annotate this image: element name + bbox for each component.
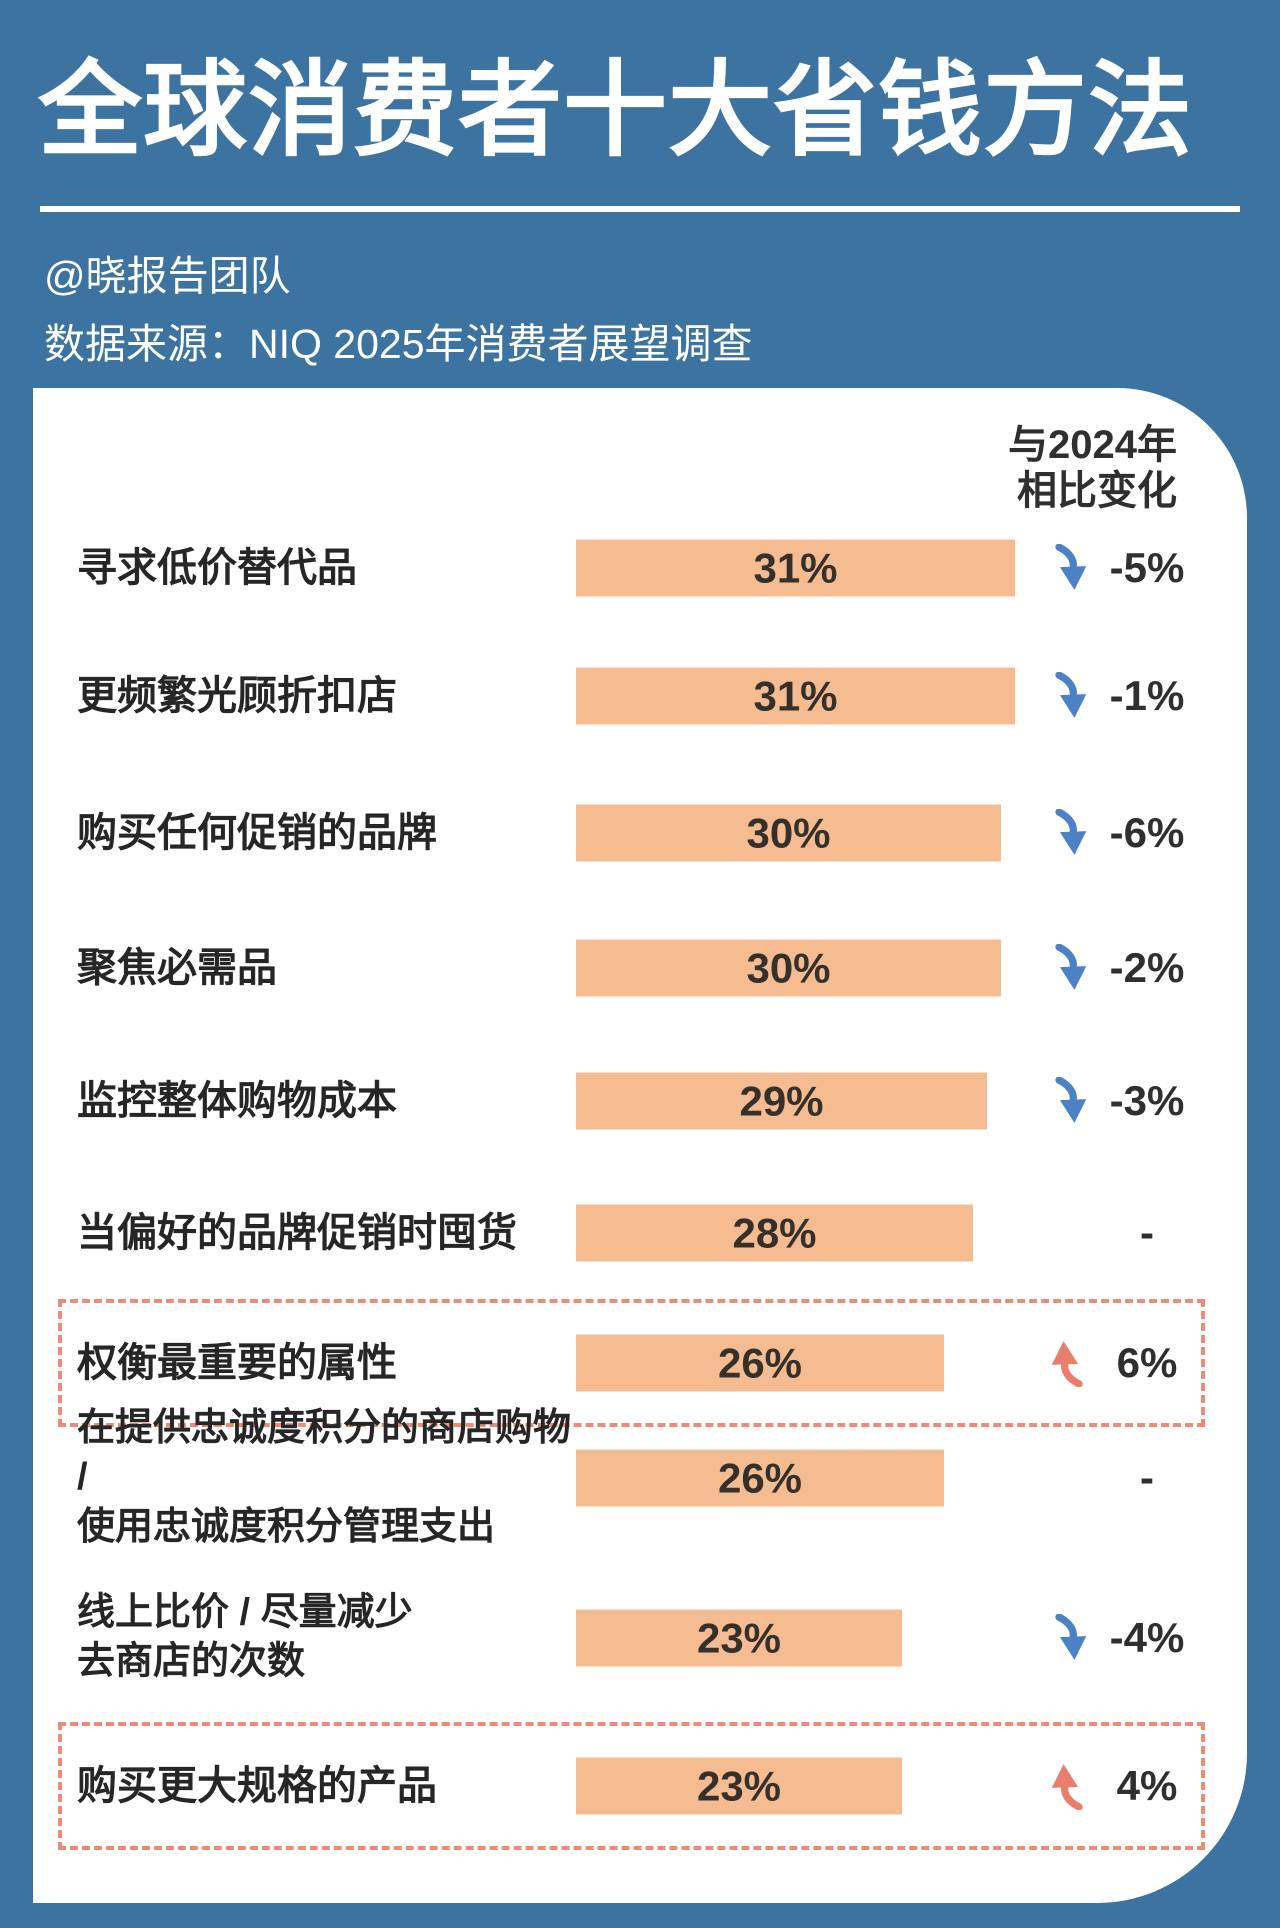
bar: 31% — [576, 539, 1015, 597]
bar-value-label: 23% — [696, 1614, 782, 1661]
bar-value-label: 31% — [753, 672, 838, 719]
row-label-line: 当偏好的品牌促销时囤货 — [77, 1211, 517, 1255]
bar: 28% — [576, 1204, 973, 1262]
bar-value-label: 26% — [717, 1339, 803, 1386]
row-label-line: 聚焦必需品 — [77, 946, 277, 990]
row-label-line: 监控整体购物成本 — [77, 1079, 397, 1123]
chart-row: 购买任何促销的品牌 30% -6% — [58, 769, 1205, 897]
change-column-header-line2: 相比变化 — [1017, 469, 1177, 513]
row-label: 购买任何促销的品牌 — [77, 807, 572, 859]
row-label-line: 使用忠诚度积分管理支出 — [77, 1505, 496, 1548]
bar: 26% — [576, 1334, 944, 1392]
change-value: - — [1140, 1454, 1154, 1501]
up-arrow-icon — [1040, 1758, 1098, 1814]
down-arrow-icon — [1040, 540, 1098, 596]
change-value: -2% — [1109, 944, 1185, 991]
row-label: 线上比价 / 尽量减少 去商店的次数 — [77, 1589, 572, 1688]
row-label: 权衡最重要的属性 — [77, 1337, 572, 1389]
bar-value-label: 31% — [753, 544, 838, 591]
down-arrow-icon — [1040, 668, 1098, 724]
down-arrow-icon — [1040, 940, 1098, 996]
source-line: 数据来源：NIQ 2025年消费者展望调查 — [44, 321, 753, 367]
change-column-header-line1: 与2024年 — [1008, 423, 1177, 467]
chart-row: 寻求低价替代品 31% -5% — [58, 504, 1205, 632]
down-arrow-icon — [1040, 805, 1098, 861]
bar-value-label: 28% — [732, 1209, 817, 1256]
chart-row-highlighted: 权衡最重要的属性 26% 6% — [58, 1299, 1205, 1427]
bar: 30% — [576, 939, 1001, 997]
bar-value-label: 29% — [739, 1077, 824, 1124]
row-label-line: 权衡最重要的属性 — [77, 1341, 397, 1385]
row-label: 当偏好的品牌促销时囤货 — [77, 1207, 572, 1259]
bar-chart: 寻求低价替代品 31% -5% 更频繁光顾折扣店 31% -1% 购买任何促销的品牌 30% -… — [33, 388, 1247, 1903]
row-label: 购买更大规格的产品 — [77, 1760, 572, 1812]
change-column-header: 与2024年 相比变化 — [1008, 422, 1177, 514]
bar-value-label: 23% — [696, 1762, 782, 1809]
row-label-line: 去商店的次数 — [77, 1641, 306, 1683]
change-value: -1% — [1109, 672, 1185, 719]
row-label-line: 购买更大规格的产品 — [77, 1764, 437, 1808]
chart-row: 监控整体购物成本 29% -3% — [58, 1037, 1205, 1165]
chart-row: 更频繁光顾折扣店 31% -1% — [58, 632, 1205, 760]
bar: 23% — [576, 1757, 902, 1815]
bar: 23% — [576, 1609, 902, 1667]
credit-line: @晓报告团队 — [44, 253, 291, 299]
row-label-line: 更频繁光顾折扣店 — [77, 674, 397, 718]
bar-value-label: 30% — [746, 809, 831, 856]
bar-value-label: 30% — [746, 944, 831, 991]
row-label-line: 在提供忠诚度积分的商店购物 / — [77, 1406, 572, 1499]
bar: 31% — [576, 667, 1015, 725]
row-label: 监控整体购物成本 — [77, 1075, 572, 1127]
down-arrow-icon — [1040, 1610, 1098, 1666]
chart-card: 与2024年 相比变化 寻求低价替代品 31% -5% 更频繁光顾折扣店 31% -1% 购… — [33, 388, 1247, 1903]
row-label-line: 寻求低价替代品 — [77, 546, 357, 590]
row-label: 寻求低价替代品 — [77, 542, 572, 594]
bar-value-label: 26% — [717, 1454, 803, 1501]
page-title: 全球消费者十大省钱方法 — [38, 53, 1194, 169]
chart-row-highlighted: 购买更大规格的产品 23% 4% — [58, 1722, 1205, 1850]
change-value: - — [1140, 1209, 1154, 1256]
bar: 26% — [576, 1449, 944, 1507]
row-label-line: 线上比价 / 尽量减少 — [77, 1591, 413, 1634]
row-label-line: 购买任何促销的品牌 — [77, 811, 437, 855]
title-divider — [40, 206, 1240, 212]
up-arrow-icon — [1040, 1335, 1098, 1391]
row-label: 聚焦必需品 — [77, 942, 572, 994]
change-value: 4% — [1116, 1762, 1178, 1809]
change-value: -3% — [1109, 1077, 1185, 1124]
chart-row: 当偏好的品牌促销时囤货 28% - — [58, 1169, 1205, 1297]
chart-row: 聚焦必需品 30% -2% — [58, 904, 1205, 1032]
bar: 30% — [576, 804, 1001, 862]
change-value: -6% — [1109, 809, 1185, 856]
chart-row: 在提供忠诚度积分的商店购物 / 使用忠诚度积分管理支出 26% - — [58, 1407, 1205, 1548]
chart-row: 线上比价 / 尽量减少 去商店的次数 23% -4% — [58, 1574, 1205, 1702]
bar: 29% — [576, 1072, 987, 1130]
down-arrow-icon — [1040, 1073, 1098, 1129]
change-value: 6% — [1116, 1339, 1178, 1386]
change-value: -4% — [1109, 1614, 1185, 1661]
change-value: -5% — [1109, 544, 1185, 591]
row-label: 更频繁光顾折扣店 — [77, 670, 572, 722]
row-label: 在提供忠诚度积分的商店购物 / 使用忠诚度积分管理支出 — [77, 1404, 572, 1552]
